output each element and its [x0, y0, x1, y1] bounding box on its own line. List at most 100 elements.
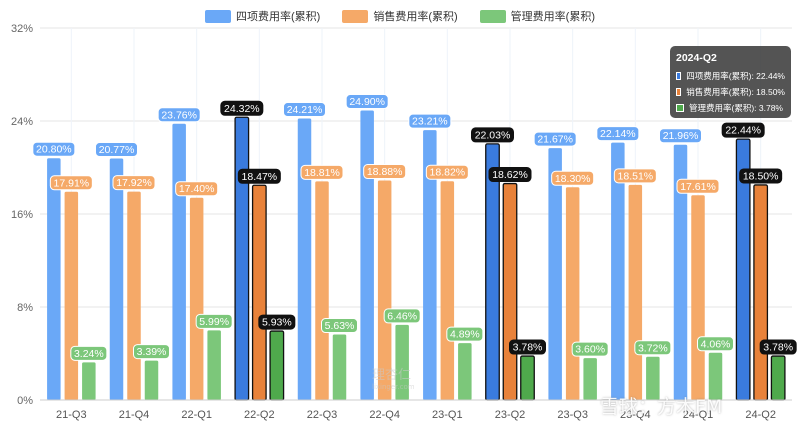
legend-swatch [205, 9, 231, 23]
data-label-bg [195, 313, 233, 329]
bar [440, 181, 455, 400]
data-label-bg [300, 164, 344, 180]
data-label-bg [383, 308, 421, 324]
bar [628, 184, 643, 400]
data-label-bg [551, 170, 595, 186]
bar [297, 118, 312, 400]
data-label: 17.61% [680, 181, 716, 193]
bar [485, 143, 500, 401]
data-label-bg [363, 164, 407, 180]
data-label-bg [697, 336, 734, 352]
data-label-bg [596, 126, 640, 142]
bar [708, 352, 723, 400]
bar [315, 181, 329, 400]
legend-swatch [479, 9, 506, 23]
bar [395, 324, 409, 400]
bar [234, 116, 250, 401]
data-label-bg [721, 122, 765, 138]
data-label: 3.72% [638, 342, 668, 354]
bar [82, 362, 96, 400]
tooltip-row: 管理费用率(累积): 3.78% [676, 102, 785, 114]
data-label-bg [471, 127, 514, 143]
x-tick-label: 24-Q1 [683, 409, 714, 421]
data-label-bg [759, 339, 797, 355]
x-tick-label: 22-Q2 [244, 409, 275, 421]
x-tick-label: 23-Q3 [557, 409, 588, 421]
y-tick-label: 24% [11, 116, 33, 128]
bar [172, 123, 186, 400]
data-label: 23.21% [412, 116, 448, 128]
data-label-bg [659, 128, 702, 144]
bar [691, 195, 705, 400]
x-tick-label: 23-Q2 [495, 409, 526, 421]
data-label-bg [425, 164, 469, 180]
bar [360, 110, 374, 400]
data-label: 20.77% [99, 144, 135, 156]
tooltip: 2024-Q2 四项费用率(累积): 22.44% 销售费用率(累积): 18.… [670, 46, 791, 118]
data-label-bg [133, 344, 170, 360]
data-label-bg [32, 141, 76, 157]
legend-item-sales-expense[interactable]: 销售费用率(累积) [342, 8, 458, 24]
x-tick-label: 24-Q2 [745, 409, 776, 421]
data-label-bg [321, 318, 358, 334]
data-label: 18.47% [242, 171, 278, 183]
data-label: 21.96% [663, 130, 699, 142]
y-tick-label: 0% [17, 395, 33, 407]
legend-item-four-expense[interactable]: 四项费用率(累积) [205, 8, 320, 24]
data-label: 24.32% [224, 103, 260, 115]
x-tick-label: 23-Q1 [432, 409, 463, 421]
data-label-bg [488, 167, 532, 183]
bar [770, 355, 786, 401]
data-label: 21.67% [537, 134, 573, 146]
bar [548, 148, 562, 400]
tooltip-swatch [676, 88, 682, 96]
bar [565, 187, 580, 400]
data-label: 5.93% [262, 317, 292, 329]
bar [502, 182, 518, 401]
data-label: 17.91% [54, 177, 90, 189]
data-label: 24.90% [349, 96, 385, 108]
data-label-bg [283, 102, 326, 118]
data-label: 18.81% [304, 167, 340, 179]
bar [753, 184, 769, 401]
tooltip-row: 销售费用率(累积): 18.50% [676, 86, 785, 98]
tooltip-row-text: 四项费用率(累积): 22.44% [686, 71, 785, 81]
tooltip-row-text: 管理费用率(累积): 3.78% [689, 103, 783, 113]
data-label-bg [112, 175, 156, 191]
data-label: 4.89% [450, 329, 480, 341]
y-tick-label: 32% [11, 23, 33, 35]
y-tick-label: 16% [11, 209, 33, 221]
data-label-bg [157, 107, 201, 123]
data-label-bg [70, 345, 108, 361]
data-label-bg [49, 175, 93, 191]
data-label-bg [408, 113, 452, 129]
data-label: 3.78% [763, 342, 793, 354]
data-label: 4.06% [701, 338, 731, 350]
bar [109, 158, 124, 400]
data-label-bg [739, 168, 783, 184]
data-label: 3.39% [137, 346, 167, 358]
data-label: 5.99% [199, 316, 229, 328]
legend: 四项费用率(累积) 销售费用率(累积) 管理费用率(累积) [0, 8, 800, 24]
bar [673, 144, 688, 400]
legend-label: 四项费用率(累积) [236, 11, 321, 23]
x-tick-label: 21-Q4 [119, 409, 150, 421]
x-tick-label: 23-Q4 [620, 409, 651, 421]
bar [646, 356, 660, 400]
data-label-bg [613, 168, 657, 184]
legend-label: 销售费用率(累积) [373, 11, 458, 23]
data-label-bg [571, 341, 609, 357]
data-label: 3.60% [575, 344, 605, 356]
data-label: 20.80% [36, 144, 72, 156]
x-tick-label: 22-Q1 [181, 409, 212, 421]
bar [127, 191, 141, 400]
data-label: 18.51% [618, 170, 654, 182]
data-label: 24.21% [287, 104, 323, 116]
bar [611, 142, 625, 400]
data-label: 18.62% [492, 169, 528, 181]
data-label: 22.14% [600, 128, 636, 140]
data-label-bg [533, 131, 577, 147]
bar [520, 355, 535, 401]
watermark-text: 理杏仁 [372, 368, 412, 383]
legend-item-admin-expense[interactable]: 管理费用率(累积) [479, 8, 595, 24]
